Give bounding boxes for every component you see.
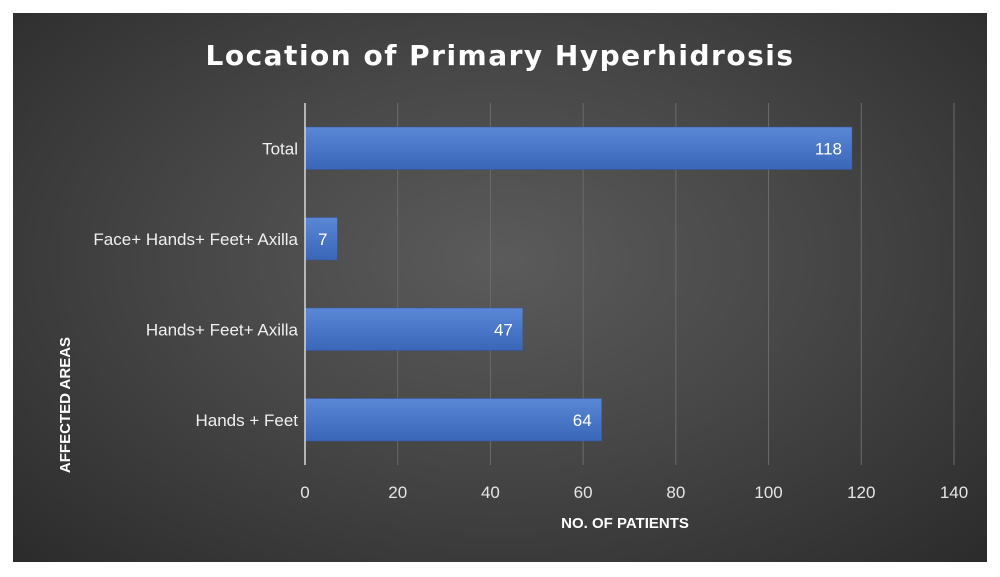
x-tick-label: 140	[940, 483, 968, 502]
x-axis-title: NO. OF PATIENTS	[561, 515, 689, 532]
x-tick-label: 60	[574, 483, 593, 502]
x-tick-label: 120	[847, 483, 875, 502]
x-tick-label: 80	[666, 483, 685, 502]
bar	[304, 398, 602, 442]
x-tick-label: 20	[388, 483, 407, 502]
x-tick-labels: 0 20 40 60 80 100 120 140	[300, 483, 968, 502]
chart-area: Location of Primary Hyperhidrosis 64 47 7 1…	[13, 13, 987, 562]
data-label: 47	[494, 320, 513, 339]
y-axis-title: AFFECTED AREAS	[57, 337, 74, 473]
bars: 64 47 7 118	[304, 126, 853, 442]
x-tick-label: 0	[300, 483, 309, 502]
chart-title: Location of Primary Hyperhidrosis	[205, 39, 794, 72]
category-label: Face+ Hands+ Feet+ Axilla	[93, 230, 298, 249]
category-label: Hands+ Feet+ Axilla	[146, 320, 299, 339]
data-label: 118	[815, 139, 842, 158]
x-tick-label: 40	[481, 483, 500, 502]
data-label: 64	[573, 411, 592, 430]
category-labels: Hands + Feet Hands+ Feet+ Axilla Face+ Han…	[93, 139, 298, 430]
bar	[304, 307, 524, 351]
category-label: Hands + Feet	[195, 411, 298, 430]
data-label: 7	[318, 230, 327, 249]
x-tick-label: 100	[754, 483, 782, 502]
bar-chart: Location of Primary Hyperhidrosis 64 47 7 1…	[57, 39, 968, 532]
bar	[304, 126, 853, 170]
category-label: Total	[262, 139, 298, 158]
